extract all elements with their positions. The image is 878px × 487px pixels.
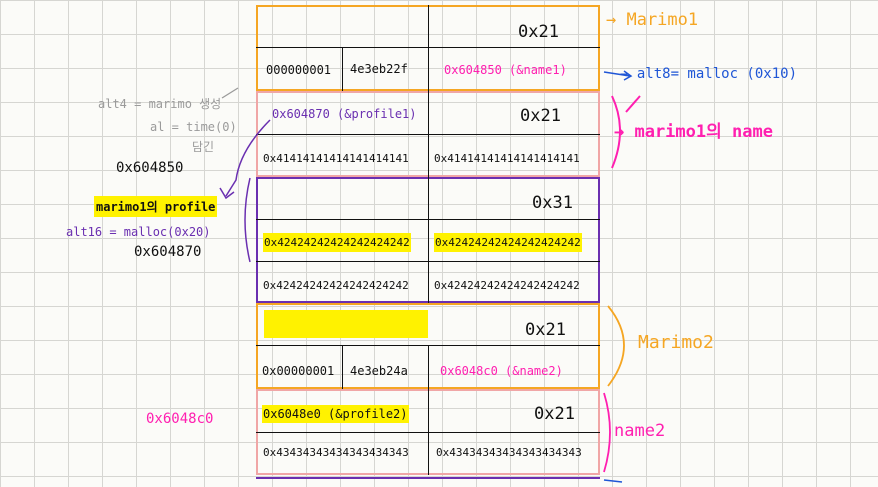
chunk-size-value: 0x21 <box>534 404 575 424</box>
table-divider <box>342 47 343 91</box>
chunk-size-value: 0x31 <box>532 193 573 213</box>
profile-data: 0x42424242424242424242 <box>434 279 580 292</box>
label-name2: name2 <box>614 421 666 441</box>
label-marimo1: → Marimo1 <box>606 10 699 30</box>
label-alt8-malloc: → alt8= malloc (0x10) <box>620 66 798 82</box>
table-divider <box>428 5 429 91</box>
chunk-size-value: 0x21 <box>525 320 566 340</box>
profile-pointer: 0x6048e0 (&profile2) <box>262 405 409 423</box>
label-alt4: alt4 = marimo 생성 <box>98 97 222 111</box>
table-divider <box>428 177 429 303</box>
chunk-next <box>256 477 600 487</box>
name-data: 0x43434343434343434343 <box>263 446 409 459</box>
name-pointer: 0x6048c0 (&name2) <box>440 364 563 378</box>
name-data: 0x43434343434343434343 <box>436 446 582 459</box>
highlight-band <box>264 310 428 338</box>
table-divider <box>428 345 429 389</box>
table-divider <box>256 219 600 220</box>
label-marimo1-name: → marimo1의 name <box>614 122 773 142</box>
name-data: 0x41414141414141414141 <box>434 152 580 165</box>
time-value: 4e3eb24a <box>350 364 408 378</box>
profile-pointer: 0x604870 (&profile1) <box>272 107 417 121</box>
chunk-size-value: 0x21 <box>520 106 561 126</box>
table-divider <box>342 345 343 389</box>
marimo-level-value: 0x00000001 <box>262 364 335 378</box>
name-pointer: 0x604850 (&name1) <box>444 63 567 77</box>
time-value: 4e3eb22f <box>350 62 408 76</box>
label-alt16-malloc: alt16 = malloc(0x20) <box>66 225 211 239</box>
profile-data: 0x42424242424242424242 <box>434 233 582 252</box>
marimo-level-value: 000000001 <box>266 63 332 77</box>
label-marimo1-profile: marimo1의 profile <box>94 196 218 217</box>
profile-data: 0x42424242424242424242 <box>263 279 409 292</box>
label-addr-6048c0: 0x6048c0 <box>146 411 214 427</box>
label-al-time: al = time(0) <box>150 120 237 134</box>
chunk-size-value: 0x21 <box>518 22 559 42</box>
label-addr-604850: 0x604850 <box>116 160 184 176</box>
table-divider <box>256 432 600 433</box>
label-addr-604870: 0x604870 <box>134 244 202 260</box>
table-divider <box>256 345 600 346</box>
label-dam: 담긴 <box>192 140 215 154</box>
name-data: 0x41414141414141414141 <box>263 152 409 165</box>
profile-data: 0x42424242424242424242 <box>263 233 411 252</box>
table-divider <box>256 134 600 135</box>
label-marimo2: Marimo2 <box>638 332 714 353</box>
table-divider <box>256 47 600 48</box>
table-divider <box>256 261 600 262</box>
